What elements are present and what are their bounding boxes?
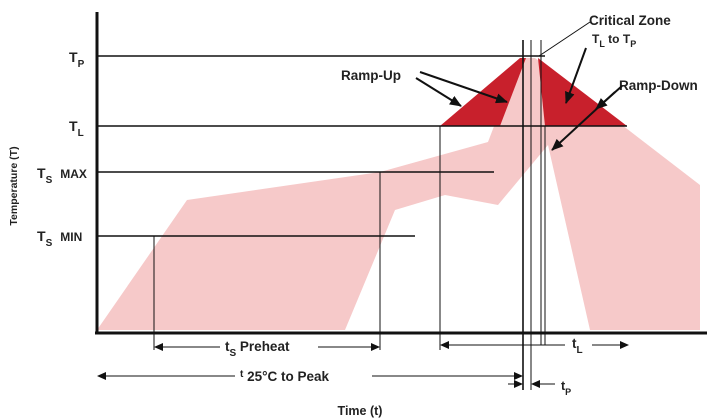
critical-zone-pointer [538,21,591,57]
critical-zone-range: TL to TP [592,32,636,49]
ramp-down-label: Ramp-Down [619,78,698,93]
x-axis-title: Time (t) [338,404,383,418]
process-window-band [97,58,700,330]
ramp-up-arrow-right [419,71,508,104]
critical-zone-ramp-up [440,58,526,126]
ramp-down-arrow-lower [551,91,616,151]
tp-time-label: tP [561,379,571,397]
critical-zone-arrow [565,47,587,104]
tl-time-label: tL [572,336,583,356]
ts-min-label: TS MIN [37,228,82,249]
tl-level-label: TL [69,118,84,139]
ramp-up-label: Ramp-Up [341,68,401,83]
preheat-label: tS Preheat [225,339,290,359]
critical-zone-label: Critical Zone [589,13,671,28]
ramp-up-arrow-left [415,77,462,107]
ts-max-label: TS MAX [37,165,87,186]
tp-level-label: TP [69,49,85,70]
peak-time-label: t 25°C to Peak [240,369,330,384]
y-axis-title: Temperature (T) [8,146,20,225]
